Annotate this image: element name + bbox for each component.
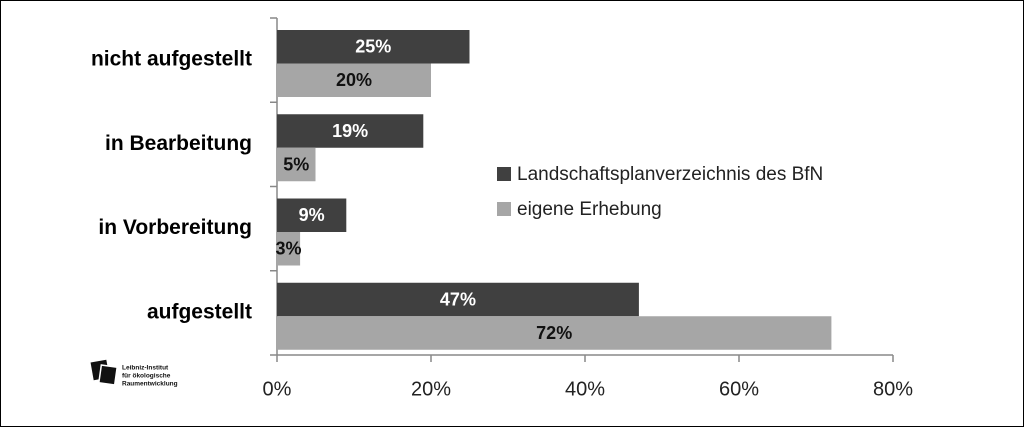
bar xyxy=(277,147,316,182)
category-label: in Bearbeitung xyxy=(105,132,252,155)
legend-label: eigene Erhebung xyxy=(517,199,662,220)
bar xyxy=(277,114,424,148)
logo-text: Leibniz-Institut xyxy=(122,365,169,372)
logo-text: Raumentwicklung xyxy=(122,381,178,388)
bar xyxy=(277,232,301,266)
bar xyxy=(277,63,431,97)
bar xyxy=(277,316,832,350)
logo-text: für ökologische xyxy=(122,373,171,380)
x-tick-label: 20% xyxy=(411,378,451,400)
legend-label: Landschaftsplanverzeichnis des BfN xyxy=(517,164,823,185)
category-label: aufgestellt xyxy=(147,300,252,323)
value-label: 20% xyxy=(336,70,372,90)
x-tick-label: 0% xyxy=(263,378,292,400)
value-label: 25% xyxy=(355,37,391,57)
value-label: 19% xyxy=(332,121,368,141)
value-label: 47% xyxy=(440,289,476,309)
bar xyxy=(277,198,347,232)
category-label: in Vorbereitung xyxy=(98,216,252,239)
bar xyxy=(277,282,639,317)
value-label: 5% xyxy=(283,154,309,174)
value-label: 9% xyxy=(299,205,325,225)
x-tick-label: 60% xyxy=(719,378,759,400)
x-tick-label: 40% xyxy=(565,378,605,400)
logo-icon xyxy=(90,359,119,386)
value-label: 72% xyxy=(536,323,572,343)
x-tick-label: 80% xyxy=(873,378,913,400)
value-label: 3% xyxy=(276,239,302,259)
legend-swatch xyxy=(497,202,511,216)
bar xyxy=(277,30,470,64)
legend-swatch xyxy=(497,167,511,181)
category-label: nicht aufgestellt xyxy=(91,48,252,71)
